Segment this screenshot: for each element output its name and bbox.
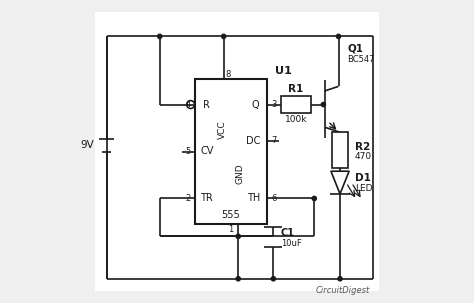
Text: R: R xyxy=(203,99,210,110)
Text: 2: 2 xyxy=(185,194,191,203)
Circle shape xyxy=(321,102,326,107)
Circle shape xyxy=(338,277,342,281)
Circle shape xyxy=(236,277,240,281)
Text: 555: 555 xyxy=(221,210,240,220)
Text: GND: GND xyxy=(235,163,244,184)
Text: CV: CV xyxy=(200,146,213,157)
Circle shape xyxy=(337,34,341,38)
Text: Q1: Q1 xyxy=(347,43,364,54)
Text: DC: DC xyxy=(246,136,261,146)
Text: 8: 8 xyxy=(225,70,230,79)
Text: 100k: 100k xyxy=(285,115,307,125)
Text: 470: 470 xyxy=(355,152,372,161)
Text: VCC: VCC xyxy=(218,120,227,139)
Text: TH: TH xyxy=(247,193,260,204)
Circle shape xyxy=(158,34,162,38)
Text: BC547: BC547 xyxy=(347,55,375,64)
Text: D1: D1 xyxy=(355,173,371,183)
Text: 9V: 9V xyxy=(81,140,95,151)
Text: R2: R2 xyxy=(355,142,370,152)
Bar xyxy=(195,79,267,224)
Circle shape xyxy=(312,196,316,201)
Text: CircuitDigest: CircuitDigest xyxy=(316,286,370,295)
Text: TR: TR xyxy=(201,193,213,204)
Bar xyxy=(281,96,311,113)
Text: 1: 1 xyxy=(228,225,234,234)
Bar xyxy=(332,132,348,168)
Circle shape xyxy=(271,277,275,281)
Text: LED: LED xyxy=(355,184,373,193)
Text: 3: 3 xyxy=(271,100,277,109)
Text: Q: Q xyxy=(251,99,259,110)
Text: C1: C1 xyxy=(281,228,295,238)
Circle shape xyxy=(236,234,240,238)
Text: 10uF: 10uF xyxy=(281,239,301,248)
Text: 4: 4 xyxy=(185,100,191,109)
Text: 7: 7 xyxy=(271,136,277,145)
Circle shape xyxy=(221,34,226,38)
Text: U1: U1 xyxy=(275,66,292,76)
Text: 5: 5 xyxy=(185,147,191,156)
Text: R1: R1 xyxy=(289,84,304,94)
Text: 6: 6 xyxy=(271,194,277,203)
